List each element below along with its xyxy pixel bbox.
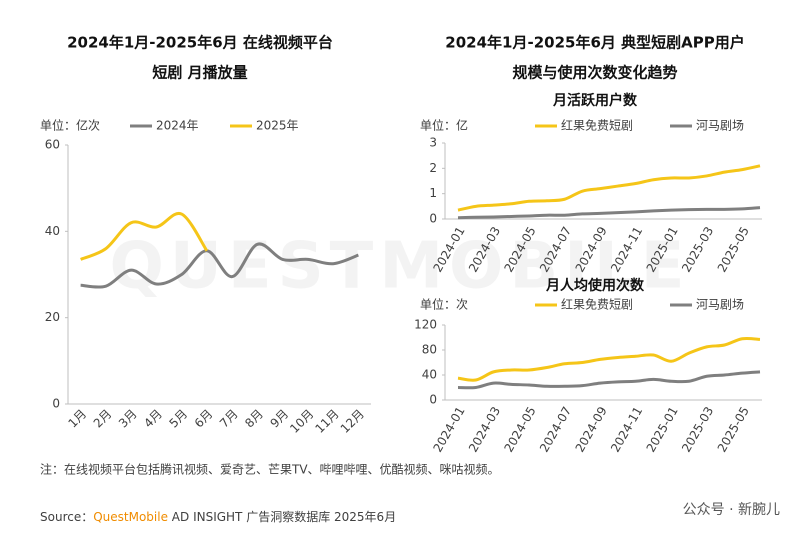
unit-label: 单位：次 [420, 297, 468, 312]
y-tick-label: 20 [45, 310, 60, 324]
y-tick-label: 0 [429, 212, 437, 226]
background-mark: QUESTMOBILE [109, 230, 690, 304]
legend-label: 红果免费短剧 [561, 297, 633, 312]
y-tick-label: 2 [429, 161, 437, 175]
series-line [457, 164, 761, 212]
y-tick-label: 0 [429, 393, 437, 407]
chart-title: 2024年1月-2025年6月 典型短剧APP用户 [445, 34, 744, 52]
series-line [80, 242, 359, 289]
y-tick-label: 40 [45, 224, 60, 238]
unit-label: 单位：亿次 [40, 118, 100, 133]
source-suffix: AD INSIGHT 广告洞察数据库 2025年6月 [168, 509, 396, 524]
y-tick-label: 60 [45, 138, 60, 152]
series-line [457, 206, 761, 220]
unit-label: 单位：亿 [420, 118, 468, 133]
source-brand: QuestMobile [93, 510, 168, 524]
y-tick-label: 80 [422, 343, 437, 357]
source-prefix: Source： [40, 510, 93, 524]
legend-label: 河马剧场 [696, 298, 744, 312]
chart-subtitle: 月人均使用次数 [545, 277, 645, 294]
chart-title: 短剧 月播放量 [152, 64, 247, 82]
legend-label: 河马剧场 [696, 119, 744, 133]
y-tick-label: 120 [414, 318, 437, 332]
y-tick-label: 40 [422, 368, 437, 382]
note: 注：在线视频平台包括腾讯视频、爱奇艺、芒果TV、哔哩哔哩、优酷视频、咪咕视频。 [40, 462, 500, 477]
series-line [457, 370, 761, 390]
chart-title: 2024年1月-2025年6月 在线视频平台 [67, 34, 333, 52]
chart-title: 规模与使用次数变化趋势 [512, 64, 677, 82]
series-line [457, 336, 761, 382]
y-tick-label: 3 [429, 136, 437, 150]
watermark: 公众号 · 新腕儿 [683, 502, 780, 518]
y-tick-label: 0 [52, 397, 60, 411]
chart-subtitle: 月活跃用户数 [552, 92, 638, 109]
legend-label: 红果免费短剧 [561, 118, 633, 133]
source: Source：QuestMobile AD INSIGHT 广告洞察数据库 20… [40, 509, 396, 524]
legend-label: 2025年 [256, 119, 299, 133]
y-tick-label: 1 [429, 186, 437, 200]
legend-label: 2024年 [156, 119, 199, 133]
series-line [80, 211, 209, 261]
